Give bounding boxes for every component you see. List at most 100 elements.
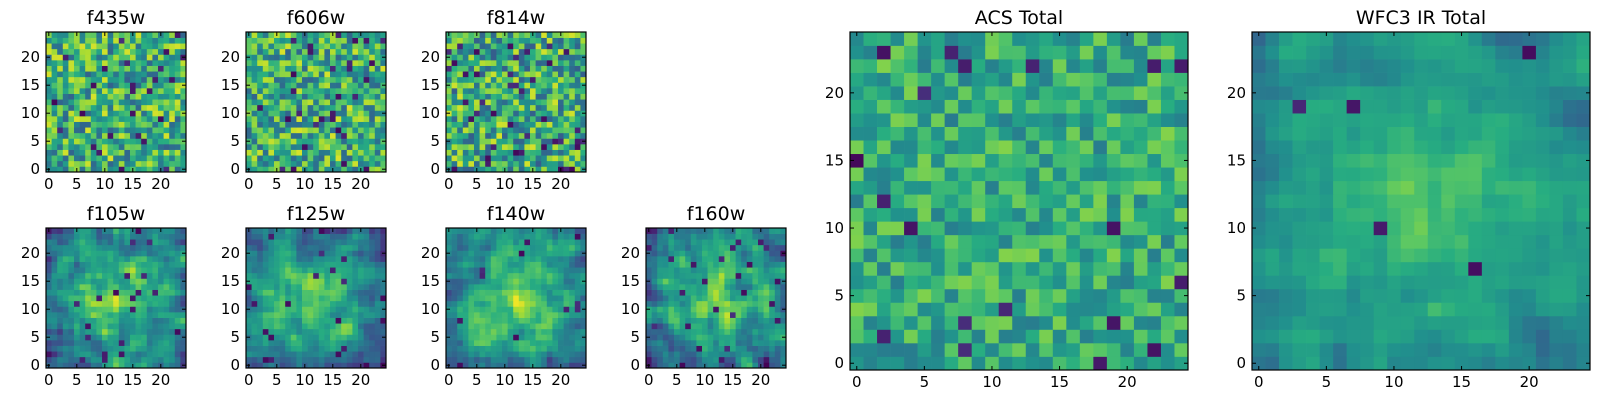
y-tick-label: 10: [421, 300, 440, 318]
heatmap-cell: [877, 221, 891, 236]
heatmap-cell: [530, 272, 536, 279]
heatmap-cell: [51, 244, 58, 251]
heatmap-cell: [552, 312, 559, 318]
heatmap-cell: [468, 261, 475, 268]
heatmap-cell: [380, 233, 387, 240]
heatmap-cell: [507, 356, 514, 363]
heatmap-cell: [958, 275, 973, 290]
heatmap-cell: [135, 323, 142, 330]
heatmap-cell: [580, 228, 587, 234]
heatmap-cell: [446, 127, 452, 134]
heatmap-cell: [363, 93, 370, 100]
heatmap-cell: [274, 104, 280, 111]
x-tick-label: 20: [551, 371, 570, 389]
heatmap-cell: [363, 312, 370, 318]
heatmap-cell: [651, 328, 658, 335]
heatmap-cell: [1052, 234, 1067, 249]
heatmap-cell: [169, 300, 176, 307]
heatmap-cell: [890, 342, 905, 357]
heatmap-cell: [546, 93, 553, 100]
heatmap-cell: [1133, 194, 1148, 209]
heatmap-cell: [524, 32, 531, 38]
heatmap-cell: [496, 300, 503, 307]
heatmap-cell: [279, 160, 286, 167]
heatmap-cell: [502, 121, 508, 128]
heatmap-cell: [62, 278, 69, 285]
heatmap-cell: [118, 244, 125, 251]
heatmap-cell: [302, 239, 308, 246]
heatmap-cell: [285, 160, 292, 167]
heatmap-cell: [262, 233, 269, 240]
heatmap-cell: [251, 54, 258, 61]
heatmap-cell: [146, 32, 153, 38]
heatmap-cell: [330, 306, 336, 313]
heatmap-cell: [513, 166, 520, 173]
heatmap-cell: [485, 88, 492, 94]
heatmap-cell: [79, 160, 86, 167]
heatmap-cell: [330, 71, 336, 78]
heatmap-cell: [479, 93, 486, 100]
heatmap-cell: [546, 110, 553, 117]
heatmap-cell: [696, 284, 703, 290]
heatmap-cell: [468, 88, 475, 94]
heatmap-cell: [118, 261, 125, 268]
heatmap-cell: [257, 127, 264, 134]
heatmap-cell: [524, 328, 531, 335]
heatmap-cell: [296, 256, 303, 262]
heatmap-cell: [352, 127, 359, 134]
heatmap-cell: [262, 166, 269, 173]
heatmap-cell: [746, 334, 753, 341]
heatmap-cell: [124, 60, 131, 66]
heatmap-cell: [502, 54, 508, 61]
heatmap-cell: [580, 65, 587, 72]
heatmap-cell: [358, 37, 364, 44]
heatmap-cell: [285, 233, 292, 240]
heatmap-cell: [246, 317, 252, 324]
heatmap-cell: [158, 65, 164, 72]
heatmap-cell: [535, 99, 542, 106]
heatmap-cell: [274, 306, 280, 313]
heatmap-cell: [152, 356, 159, 363]
heatmap-cell: [1174, 302, 1189, 317]
heatmap-cell: [335, 312, 342, 318]
heatmap-cell: [457, 244, 464, 251]
heatmap-cell: [141, 278, 148, 285]
heatmap-cell: [152, 317, 159, 324]
heatmap-cell: [290, 144, 297, 150]
heatmap-cell: [174, 356, 181, 363]
heatmap-cell: [113, 256, 120, 262]
heatmap-cell: [346, 261, 353, 268]
heatmap-cell: [657, 323, 664, 330]
heatmap-cell: [513, 88, 520, 94]
heatmap-cell: [335, 300, 342, 307]
heatmap-cell: [279, 127, 286, 134]
heatmap-cell: [318, 272, 325, 279]
heatmap-cell: [146, 149, 153, 156]
heatmap-cell: [524, 37, 531, 44]
heatmap-cell: [646, 261, 652, 268]
heatmap-cell: [152, 306, 159, 313]
heatmap-cell: [502, 256, 508, 262]
heatmap-cell: [262, 48, 269, 55]
heatmap-cell: [124, 121, 131, 128]
heatmap-cell: [451, 239, 458, 246]
heatmap-cell: [563, 110, 570, 117]
heatmap-cell: [346, 93, 353, 100]
heatmap-cell: [679, 317, 686, 324]
heatmap-cell: [563, 239, 570, 246]
heatmap-cell: [558, 340, 564, 346]
heatmap-cell: [74, 284, 80, 290]
heatmap-cell: [79, 144, 86, 150]
heatmap-cell: [931, 302, 945, 317]
heatmap-cell: [46, 233, 52, 240]
heatmap-cell: [518, 239, 525, 246]
heatmap-cell: [141, 340, 148, 346]
heatmap-cell: [152, 278, 159, 285]
heatmap-cell: [180, 233, 187, 240]
heatmap-cell: [574, 104, 581, 111]
heatmap-cell: [563, 121, 570, 128]
heatmap-cell: [346, 340, 353, 346]
heatmap-cell: [685, 340, 692, 346]
heatmap-cell: [68, 261, 75, 268]
